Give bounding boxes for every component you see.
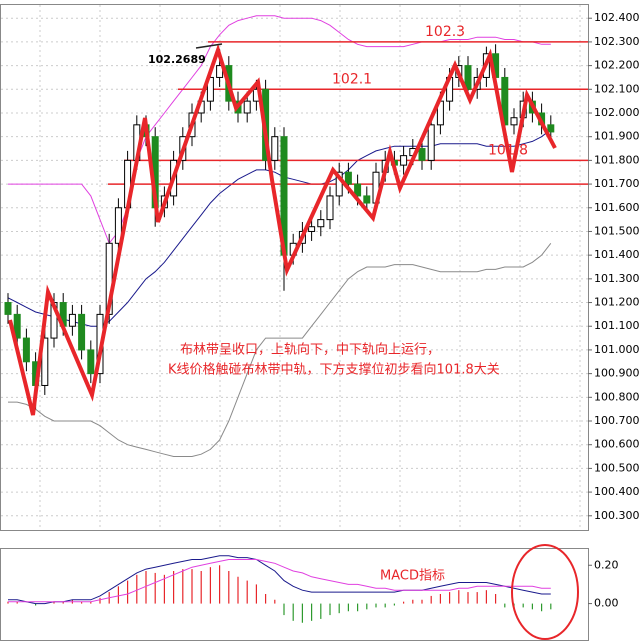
y-tick-label: 100.4000 <box>594 485 640 498</box>
candle-body <box>13 313 21 339</box>
y-tick-label: 0.20 <box>594 558 619 571</box>
candle-body <box>317 219 325 228</box>
candle-body <box>68 313 76 327</box>
y-tick-label: 101.4000 <box>594 248 640 261</box>
y-tick-label: 101.0000 <box>594 343 640 356</box>
level-label: 102.3 <box>425 24 465 40</box>
candle-body <box>547 124 555 133</box>
candle-body <box>4 302 12 315</box>
candle-body <box>464 65 472 90</box>
level-label: 102.1 <box>332 71 372 87</box>
y-tick-label: 102.3000 <box>594 35 640 48</box>
candle-body <box>114 207 122 244</box>
candle-body <box>354 183 362 197</box>
y-tick-label: 100.3000 <box>594 509 640 522</box>
y-tick-label: 101.2000 <box>594 296 640 309</box>
indicator-line <box>8 15 551 245</box>
y-tick-label: 101.7000 <box>594 177 640 190</box>
high-pointer <box>195 43 223 49</box>
macd-frame <box>0 548 589 641</box>
candle-body <box>400 155 408 166</box>
annotation: 布林带呈收口，上轨向下，中下轨向上运行， <box>180 342 440 358</box>
y-tick-label: 100.7000 <box>594 414 640 427</box>
macd-annotation: MACD指标 <box>380 569 445 584</box>
y-tick-label: 102.2000 <box>594 59 640 72</box>
highlight-circle <box>511 544 579 640</box>
candle-body <box>344 171 352 185</box>
y-tick-label: 101.8000 <box>594 153 640 166</box>
candle-body <box>510 117 518 126</box>
trend-arrows <box>8 43 557 416</box>
candle-body <box>22 337 30 363</box>
y-tick-label: 100.6000 <box>594 438 640 451</box>
candle-body <box>78 313 86 351</box>
y-tick-label: 102.4000 <box>594 11 640 24</box>
annotation: K线价格触碰布林带中轨，下方支撑位初步看向101.8大关 <box>168 362 500 378</box>
y-tick-label: 102.1000 <box>594 82 640 95</box>
y-tick-label: 101.6000 <box>594 201 640 214</box>
candle-body <box>271 136 279 161</box>
y-tick-label: 101.3000 <box>594 272 640 285</box>
high-annotation: 102.2689 <box>148 53 206 66</box>
y-tick-label: 100.8000 <box>594 390 640 403</box>
indicator-line <box>8 555 551 605</box>
candle-body <box>41 337 49 386</box>
candle-body <box>87 349 95 375</box>
y-tick-label: 102.0000 <box>594 106 640 119</box>
candle-body <box>308 226 316 232</box>
candle-body <box>363 195 371 204</box>
candle-body <box>427 124 435 161</box>
y-tick-label: 0.00 <box>594 597 619 610</box>
indicator-line <box>8 242 552 457</box>
y-tick-label: 100.5000 <box>594 461 640 474</box>
y-tick-label: 101.5000 <box>594 224 640 237</box>
candle-body <box>418 148 426 161</box>
candle-body <box>243 100 251 114</box>
y-tick-label: 100.9000 <box>594 367 640 380</box>
indicator-line <box>8 559 551 603</box>
y-tick-label: 101.1000 <box>594 319 640 332</box>
main-frame <box>0 4 589 531</box>
y-tick-label: 101.9000 <box>594 130 640 143</box>
candle-body <box>326 195 334 221</box>
